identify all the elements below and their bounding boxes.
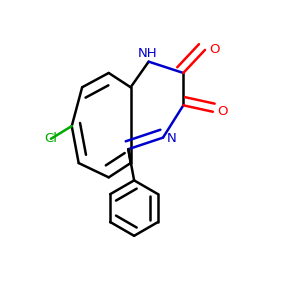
Text: N: N xyxy=(167,132,176,145)
Text: O: O xyxy=(210,44,220,56)
Text: O: O xyxy=(217,105,227,118)
Text: NH: NH xyxy=(138,47,157,60)
Text: Cl: Cl xyxy=(44,132,58,145)
